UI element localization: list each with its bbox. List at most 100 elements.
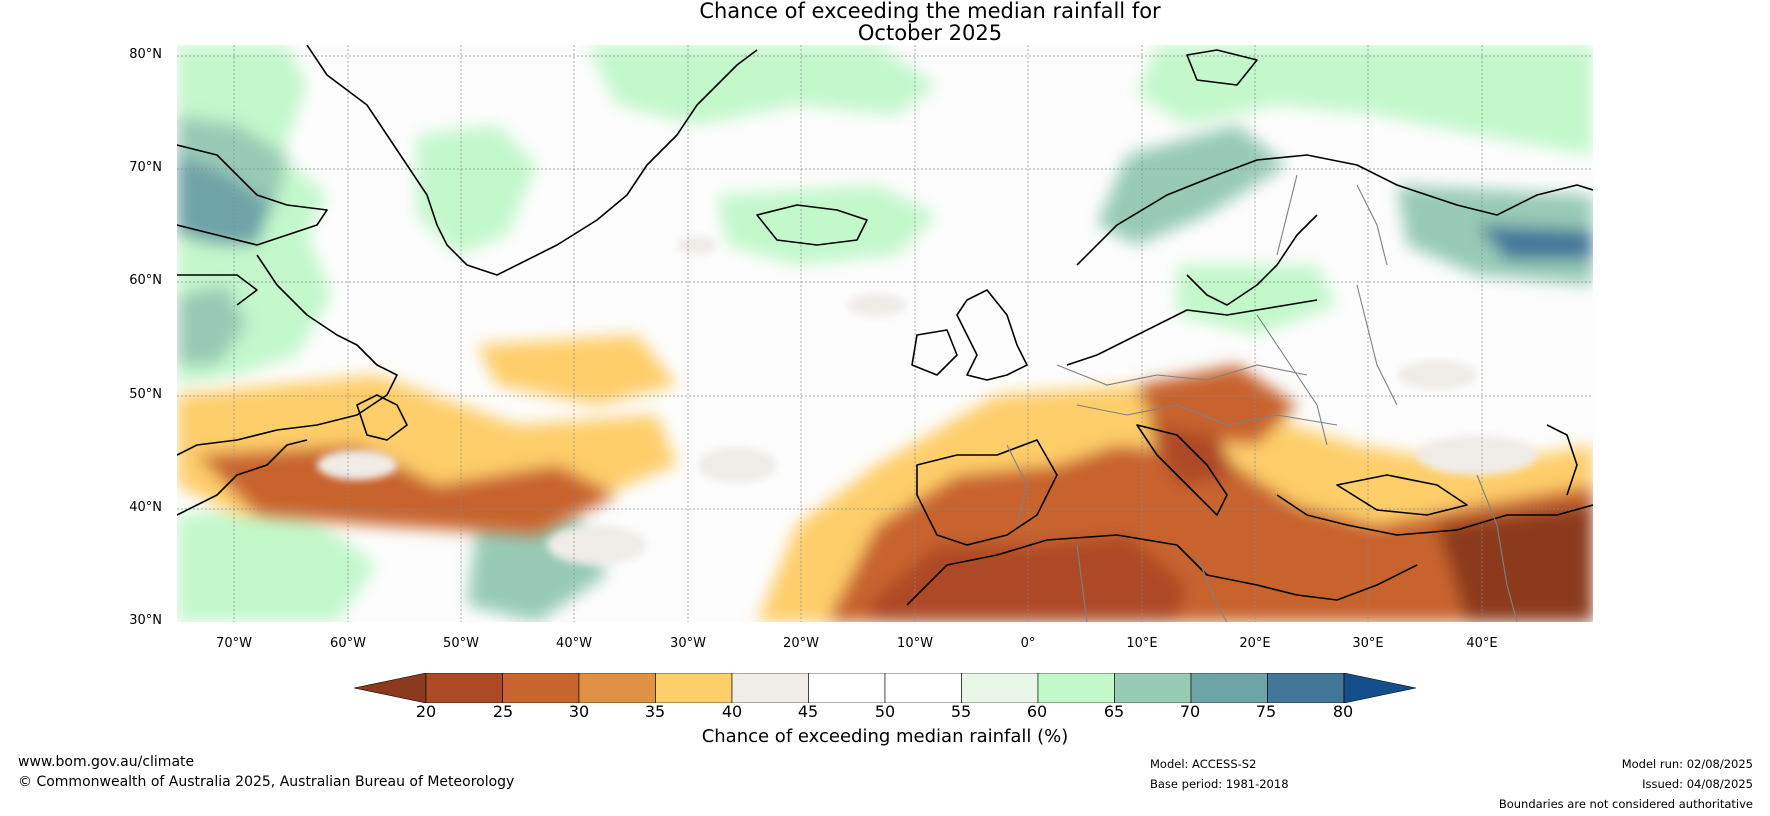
coastlines bbox=[177, 45, 1593, 606]
colorbar-extend-high bbox=[1343, 673, 1416, 703]
lat-label-80n: 80°N bbox=[129, 47, 162, 62]
colorbar-tick: 70 bbox=[1179, 702, 1201, 721]
coast-ireland bbox=[911, 329, 958, 376]
colorbar-tick: 25 bbox=[492, 702, 514, 721]
lon-label-20e: 20°E bbox=[1239, 636, 1271, 651]
lon-label-50w: 50°W bbox=[443, 636, 479, 651]
coast-greenland-west bbox=[306, 45, 758, 276]
colorbar-segment bbox=[655, 673, 733, 703]
wet-region-atlantic-southwest bbox=[177, 505, 377, 622]
colorbar-tick: 65 bbox=[1103, 702, 1125, 721]
border-segment bbox=[1076, 404, 1338, 426]
border-segment bbox=[1476, 474, 1518, 622]
coast-baffin-south bbox=[177, 274, 258, 306]
neutral-speckles bbox=[317, 235, 1537, 565]
coast-sweden-baltic bbox=[1186, 214, 1318, 306]
colorbar-segment bbox=[578, 673, 656, 703]
footer-issued: Issued: 04/08/2025 bbox=[1642, 777, 1753, 791]
coast-europe-north bbox=[1066, 299, 1318, 366]
coast-iceland bbox=[756, 204, 868, 246]
wet-region-baffin bbox=[177, 155, 272, 245]
wet-region-russia-north-core bbox=[1477, 225, 1593, 260]
colorbar-tick: 80 bbox=[1332, 702, 1354, 721]
lon-label-70w: 70°W bbox=[216, 636, 252, 651]
coast-black-sea bbox=[1336, 474, 1468, 516]
border-segment bbox=[1356, 284, 1398, 406]
lon-label-10w: 10°W bbox=[897, 636, 933, 651]
wet-region-barents bbox=[1137, 45, 1593, 155]
borders bbox=[1006, 174, 1518, 622]
dry-region-mid-atlantic bbox=[477, 335, 677, 405]
lon-label-0: 0° bbox=[1020, 636, 1036, 651]
map-title-line2: October 2025 bbox=[857, 21, 1003, 45]
dry-anomaly-regions bbox=[177, 335, 1593, 622]
coast-us-east bbox=[177, 439, 308, 516]
neutral-speckle bbox=[847, 293, 907, 317]
lon-label-20w: 20°W bbox=[783, 636, 819, 651]
lat-label-50n: 50°N bbox=[129, 387, 162, 402]
footer-url: www.bom.gov.au/climate bbox=[18, 754, 195, 770]
neutral-speckle bbox=[697, 447, 777, 483]
colorbar-tick: 75 bbox=[1255, 702, 1277, 721]
colorbar-tick: 40 bbox=[721, 702, 743, 721]
neutral-speckle bbox=[547, 525, 647, 565]
colorbar-segment bbox=[884, 673, 962, 703]
border-segment bbox=[1006, 444, 1028, 526]
coast-newfoundland bbox=[356, 394, 408, 441]
wet-region-labrador-sea bbox=[177, 285, 247, 365]
border-segment bbox=[1196, 554, 1228, 622]
lon-label-40e: 40°E bbox=[1466, 636, 1498, 651]
coast-caspian bbox=[1546, 424, 1578, 496]
colorbar-segment bbox=[1267, 673, 1345, 703]
coast-scandinavia bbox=[1076, 154, 1593, 266]
wet-region-iceland bbox=[717, 185, 937, 265]
lat-label-60n: 60°N bbox=[129, 273, 162, 288]
colorbar-tick: 55 bbox=[950, 702, 972, 721]
coast-aegean-turkey bbox=[1276, 494, 1593, 536]
wet-anomaly-regions bbox=[177, 45, 1593, 622]
dry-region-italy bbox=[1147, 425, 1237, 485]
colorbar-segment bbox=[1037, 673, 1115, 703]
footer-base-period: Base period: 1981-2018 bbox=[1150, 777, 1289, 791]
lat-label-70n: 70°N bbox=[129, 160, 162, 175]
coast-italy bbox=[1136, 424, 1228, 516]
colorbar-segment bbox=[808, 673, 886, 703]
footer-model: Model: ACCESS-S2 bbox=[1150, 757, 1257, 771]
border-segment bbox=[1356, 184, 1388, 266]
coast-iberia bbox=[916, 439, 1058, 546]
coast-svalbard bbox=[1186, 49, 1258, 86]
colorbar-segment bbox=[425, 673, 503, 703]
wet-region-north-atlantic bbox=[587, 45, 937, 125]
neutral-speckle bbox=[677, 235, 717, 255]
dry-region-nw-atlantic bbox=[197, 445, 617, 535]
lat-label-40n: 40°N bbox=[129, 500, 162, 515]
colorbar-segment bbox=[731, 673, 809, 703]
colorbar-tick: 35 bbox=[644, 702, 666, 721]
neutral-speckle bbox=[1417, 435, 1537, 475]
dry-region-north-africa bbox=[867, 535, 1187, 622]
rainfall-probability-map bbox=[177, 45, 1593, 622]
colorbar-tick: 60 bbox=[1026, 702, 1048, 721]
coast-great-britain bbox=[956, 289, 1028, 381]
colorbar-label: Chance of exceeding median rainfall (%) bbox=[701, 726, 1069, 747]
lat-label-30n: 30°N bbox=[129, 613, 162, 628]
coast-baffin bbox=[177, 144, 328, 246]
dry-region-central-europe bbox=[1137, 365, 1297, 445]
colorbar-segment bbox=[1190, 673, 1268, 703]
colorbar-tick: 30 bbox=[568, 702, 590, 721]
neutral-speckle bbox=[1397, 360, 1477, 390]
colorbar-segment bbox=[502, 673, 580, 703]
neutral-speckle bbox=[317, 450, 397, 480]
lon-label-30e: 30°E bbox=[1352, 636, 1384, 651]
wet-region-baltic bbox=[1177, 265, 1337, 335]
lon-label-30w: 30°W bbox=[670, 636, 706, 651]
footer-model-run: Model run: 02/08/2025 bbox=[1621, 757, 1753, 771]
coast-labrador bbox=[177, 254, 398, 456]
colorbar-tick: 45 bbox=[797, 702, 819, 721]
border-segment bbox=[1276, 174, 1298, 256]
dry-region-middle-east bbox=[1437, 505, 1593, 622]
colorbar-segment bbox=[1114, 673, 1192, 703]
coast-north-africa bbox=[906, 534, 1418, 606]
border-segment bbox=[1056, 364, 1308, 386]
colorbar-tick: 50 bbox=[874, 702, 896, 721]
